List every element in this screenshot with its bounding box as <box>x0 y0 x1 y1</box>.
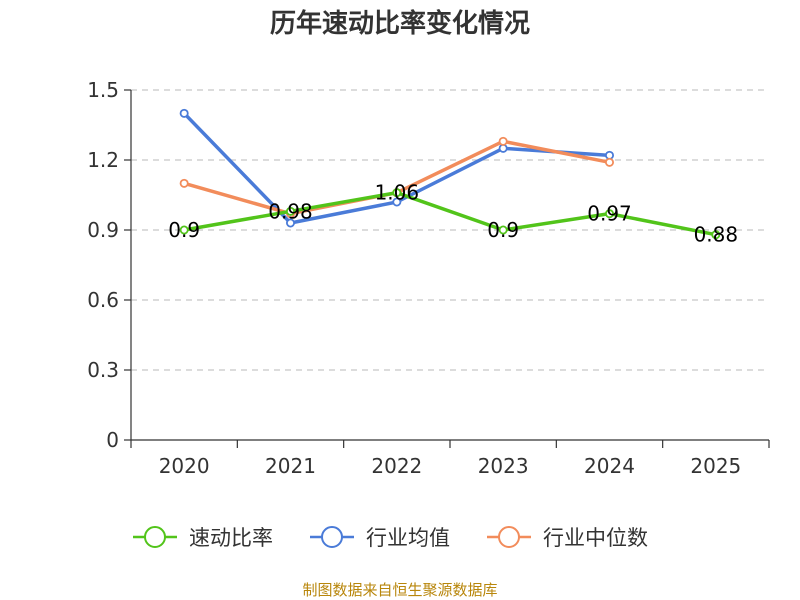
y-tick-label: 1.2 <box>87 148 119 172</box>
data-labels: 0.9 0.98 1.06 0.9 0.97 0.88 <box>168 181 738 247</box>
x-tick-label: 2025 <box>690 454 741 478</box>
data-point <box>179 178 189 188</box>
data-point <box>392 188 402 198</box>
series-1 <box>179 188 721 240</box>
y-tick-label: 0 <box>106 428 119 452</box>
series-line <box>182 190 718 237</box>
data-label: 1.06 <box>375 181 420 205</box>
data-point <box>498 136 508 146</box>
legend-item: 行业均值 <box>310 526 450 550</box>
x-tick-label: 2022 <box>371 454 422 478</box>
y-tick-label: 0.9 <box>87 218 119 242</box>
data-point <box>285 218 295 228</box>
legend-marker <box>498 526 520 548</box>
legend-marker <box>144 526 166 548</box>
data-point <box>711 230 721 240</box>
x-tick-label: 2024 <box>584 454 635 478</box>
chart-title: 历年速动比率变化情况 <box>270 8 530 39</box>
series-2 <box>179 108 615 228</box>
y-tick-label: 0.6 <box>87 288 119 312</box>
data-point <box>392 197 402 207</box>
series-line <box>182 111 612 225</box>
data-point <box>605 157 615 167</box>
legend-item: 行业中位数 <box>487 526 648 550</box>
x-tick-label: 2021 <box>265 454 316 478</box>
x-tick-label: 2023 <box>478 454 529 478</box>
legend-marker <box>321 526 343 548</box>
data-point <box>179 225 189 235</box>
x-tick-label: 2020 <box>159 454 210 478</box>
axes: 0 0.3 0.6 0.9 1.2 1.5 2020 2021 2022 2023 2024 2025 <box>87 78 770 478</box>
grid-lines <box>131 89 769 371</box>
y-tick-label: 0.3 <box>87 358 119 382</box>
legend-label: 行业中位数 <box>543 526 648 550</box>
series-lines <box>179 108 721 240</box>
legend-label: 行业均值 <box>366 526 450 550</box>
data-point <box>605 209 615 219</box>
data-point <box>179 108 189 118</box>
data-label: 0.88 <box>694 223 739 247</box>
legend: 速动比率 行业均值 行业中位数 <box>133 526 648 550</box>
data-label: 0.9 <box>487 218 519 242</box>
data-point <box>498 225 508 235</box>
data-label: 0.97 <box>587 202 632 226</box>
legend-label: 速动比率 <box>189 526 273 550</box>
legend-item: 速动比率 <box>133 526 273 550</box>
source-note: 制图数据来自恒生聚源数据库 <box>302 581 497 599</box>
data-label: 0.9 <box>168 218 200 242</box>
data-point <box>285 206 295 216</box>
data-label: 0.98 <box>268 199 313 223</box>
y-tick-label: 1.5 <box>87 78 119 102</box>
